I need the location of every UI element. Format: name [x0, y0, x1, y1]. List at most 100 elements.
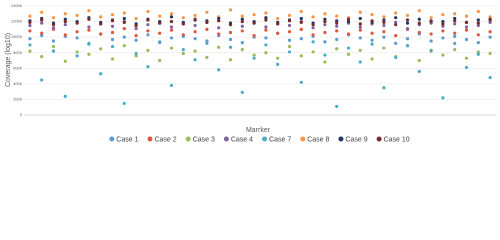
point [110, 30, 115, 35]
point [75, 21, 79, 25]
point [323, 60, 327, 64]
point [476, 23, 480, 28]
point [464, 56, 469, 60]
legend-label: Case 7 [269, 136, 291, 143]
point [370, 12, 374, 17]
point [87, 28, 91, 32]
point [453, 34, 457, 38]
point [28, 14, 32, 18]
point [40, 21, 44, 25]
point [158, 58, 162, 63]
point [169, 28, 174, 32]
point [394, 16, 398, 20]
point [287, 50, 292, 54]
point [335, 29, 339, 33]
legend-label: Case 8 [307, 136, 329, 143]
point [264, 43, 268, 47]
point [158, 31, 162, 35]
point [99, 15, 103, 19]
point [299, 16, 303, 21]
point [87, 9, 91, 13]
point [51, 23, 56, 27]
point [217, 19, 221, 23]
point [276, 22, 280, 26]
point [453, 19, 457, 23]
point [335, 104, 339, 109]
point [28, 43, 32, 47]
point [134, 38, 138, 42]
point [441, 36, 445, 40]
point [464, 25, 469, 29]
point [394, 11, 398, 15]
point [441, 22, 445, 26]
legend-label: Case 2 [154, 136, 176, 143]
legend-marker [300, 136, 306, 142]
point [181, 48, 185, 52]
point [228, 45, 233, 49]
point [252, 56, 256, 60]
point [453, 41, 457, 45]
point [99, 72, 103, 76]
point [335, 21, 339, 25]
point [181, 22, 185, 26]
point [476, 50, 480, 54]
point [28, 49, 32, 53]
point [441, 29, 445, 33]
legend-label: Case 4 [231, 136, 253, 143]
point [63, 33, 67, 37]
point [394, 23, 398, 27]
point [417, 69, 421, 73]
point [358, 60, 362, 64]
point [75, 30, 79, 34]
legend-marker [147, 136, 153, 142]
y-tick-label: 2000 [13, 96, 23, 101]
point [51, 26, 56, 30]
point [240, 48, 244, 52]
point [311, 40, 315, 44]
point [146, 18, 150, 22]
point [299, 37, 303, 41]
point [134, 26, 138, 31]
point [358, 36, 362, 40]
point [205, 55, 209, 59]
point [40, 10, 44, 14]
point [122, 101, 126, 105]
point [453, 22, 457, 26]
point [28, 23, 32, 28]
point [276, 31, 280, 35]
point [488, 30, 492, 34]
point [370, 42, 374, 46]
point [287, 44, 292, 49]
point [193, 49, 197, 53]
legend-marker [109, 136, 115, 142]
point [75, 50, 79, 54]
point [299, 80, 303, 84]
point [287, 23, 292, 28]
point [382, 18, 386, 22]
point [453, 12, 457, 16]
point [405, 37, 410, 41]
point [228, 37, 233, 42]
point [299, 27, 303, 31]
point [158, 40, 162, 45]
point [417, 21, 421, 25]
point [240, 14, 244, 18]
point [110, 57, 115, 61]
point [252, 33, 256, 38]
point [358, 48, 362, 52]
point [146, 29, 150, 33]
point [453, 31, 457, 35]
point [169, 12, 174, 16]
point [382, 23, 386, 28]
point [264, 25, 268, 29]
point [311, 26, 315, 30]
point [110, 19, 115, 23]
point [311, 50, 315, 54]
point [370, 19, 374, 23]
point [429, 19, 433, 24]
point [51, 49, 56, 53]
point [122, 26, 126, 31]
point [228, 23, 233, 27]
point [335, 19, 339, 23]
point [217, 68, 221, 72]
